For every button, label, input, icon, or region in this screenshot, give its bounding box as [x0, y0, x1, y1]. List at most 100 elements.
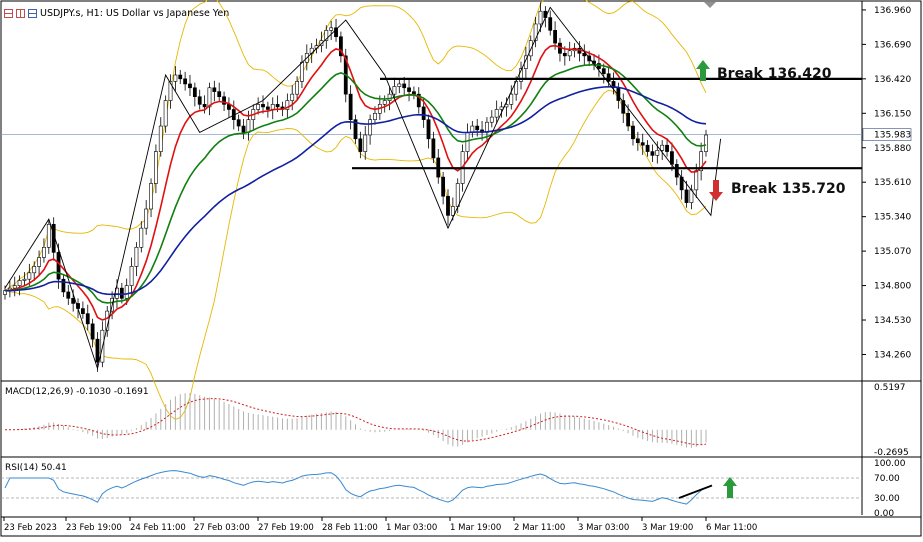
- candle-body: [645, 144, 650, 152]
- candle-body: [46, 224, 51, 248]
- rsi-tick-label: 70.00: [874, 474, 900, 484]
- candle-body: [548, 17, 553, 31]
- chart-window-icon[interactable]: [28, 8, 37, 18]
- candle-body: [149, 183, 153, 210]
- candle-body: [670, 151, 674, 165]
- candle-body: [163, 100, 168, 127]
- candle-body: [426, 119, 431, 140]
- candle-body: [168, 81, 173, 101]
- break-up-arrow-icon: [696, 60, 710, 81]
- candle-body: [660, 144, 665, 151]
- candle-body: [489, 116, 494, 123]
- candle-body: [368, 119, 373, 136]
- ma-mid-line: [4, 63, 707, 304]
- candle-body: [300, 61, 304, 82]
- rsi-title: RSI(14) 50.41: [5, 463, 67, 473]
- time-tick-label: 23 Feb 2023: [4, 523, 57, 533]
- candle-body: [567, 50, 572, 57]
- candle-body: [392, 86, 397, 95]
- time-tick-label: 1 Mar 03:00: [386, 523, 437, 533]
- candle-body: [640, 142, 645, 146]
- time-tick-label: 1 Mar 19:00: [450, 523, 501, 533]
- time-tick-label: 27 Feb 19:00: [258, 523, 314, 533]
- candle-body: [538, 10, 543, 25]
- candle-body: [519, 68, 523, 82]
- candle-body: [295, 81, 299, 95]
- candle-body: [139, 227, 144, 248]
- candle-body: [348, 93, 353, 120]
- candle-body: [397, 83, 402, 87]
- rsi-tick-label: 100.00: [874, 459, 906, 469]
- macd-title: MACD(12,26,9) -0.1030 -0.1691: [5, 387, 149, 397]
- candle-body: [324, 30, 329, 41]
- macd-tick-label: 0.5197: [874, 383, 906, 393]
- candle-body: [528, 40, 533, 57]
- rsi-tick-label: 30.00: [874, 494, 900, 504]
- bollinger-lower: [4, 89, 707, 420]
- candle-body: [12, 285, 17, 289]
- candle-body: [582, 53, 587, 57]
- price-tick-label: 135.070: [874, 247, 911, 257]
- candle-body: [475, 125, 480, 131]
- candle-body: [236, 119, 241, 127]
- candle-body: [66, 291, 71, 299]
- price-tick-label: 135.880: [874, 144, 911, 154]
- rsi-up-arrow-icon: [723, 477, 737, 498]
- candle-body: [265, 106, 270, 110]
- candle-body: [290, 93, 295, 101]
- ma-slow-line: [4, 86, 707, 296]
- break-up-label: Break 136.420: [717, 66, 832, 82]
- shift-marker: [704, 2, 716, 8]
- candle-body: [416, 93, 421, 108]
- candle-body: [407, 87, 411, 92]
- candle-body: [71, 298, 76, 304]
- time-tick-label: 6 Mar 11:00: [706, 523, 757, 533]
- candle-body: [363, 134, 368, 152]
- current-price-label: 135.983: [874, 131, 911, 141]
- current-price-box: [862, 128, 912, 142]
- candle-body: [22, 278, 27, 281]
- candle-body: [601, 68, 606, 75]
- time-tick-label: 3 Mar 03:00: [578, 523, 629, 533]
- candle-body: [606, 73, 611, 82]
- candle-body: [334, 27, 338, 38]
- price-tick-label: 134.530: [874, 316, 911, 326]
- price-tick-label: 136.420: [874, 75, 911, 85]
- symbol-description: US Dollar vs Japanese Yen: [105, 7, 230, 19]
- candle-body: [562, 53, 567, 57]
- candle-body: [455, 183, 460, 207]
- candle-body: [509, 93, 514, 105]
- candle-body: [494, 109, 499, 118]
- candle-body: [27, 272, 32, 280]
- candle-body: [207, 87, 212, 108]
- candle-body: [338, 36, 343, 57]
- candle-body: [387, 93, 392, 101]
- time-tick-label: 23 Feb 19:00: [66, 523, 122, 533]
- candle-body: [173, 74, 178, 82]
- price-tick-label: 135.610: [874, 178, 911, 188]
- candle-body: [329, 27, 334, 31]
- chart-type-icon[interactable]: [4, 8, 13, 18]
- candle-body: [621, 100, 626, 114]
- price-tick-label: 136.690: [874, 40, 911, 50]
- chart-period-icon[interactable]: [16, 8, 25, 18]
- candle-body: [202, 104, 207, 108]
- candle-body: [261, 104, 265, 108]
- candle-body: [158, 125, 163, 152]
- time-tick-label: 28 Feb 11:00: [322, 523, 378, 533]
- candle-body: [650, 151, 655, 156]
- candle-body: [90, 323, 95, 340]
- time-tick-label: 24 Feb 11:00: [130, 523, 186, 533]
- bollinger-upper: [4, 0, 707, 292]
- chart-header: USDJPY.s, H1: US Dollar vs Japanese Yen: [4, 6, 229, 20]
- candle-body: [373, 112, 377, 120]
- candle-body: [188, 83, 192, 89]
- candle-body: [85, 313, 90, 325]
- candle-body: [665, 144, 669, 152]
- candle-body: [222, 96, 226, 105]
- candle-body: [655, 150, 660, 156]
- candle-body: [694, 170, 699, 191]
- candle-body: [533, 23, 538, 41]
- candle-body: [42, 246, 46, 258]
